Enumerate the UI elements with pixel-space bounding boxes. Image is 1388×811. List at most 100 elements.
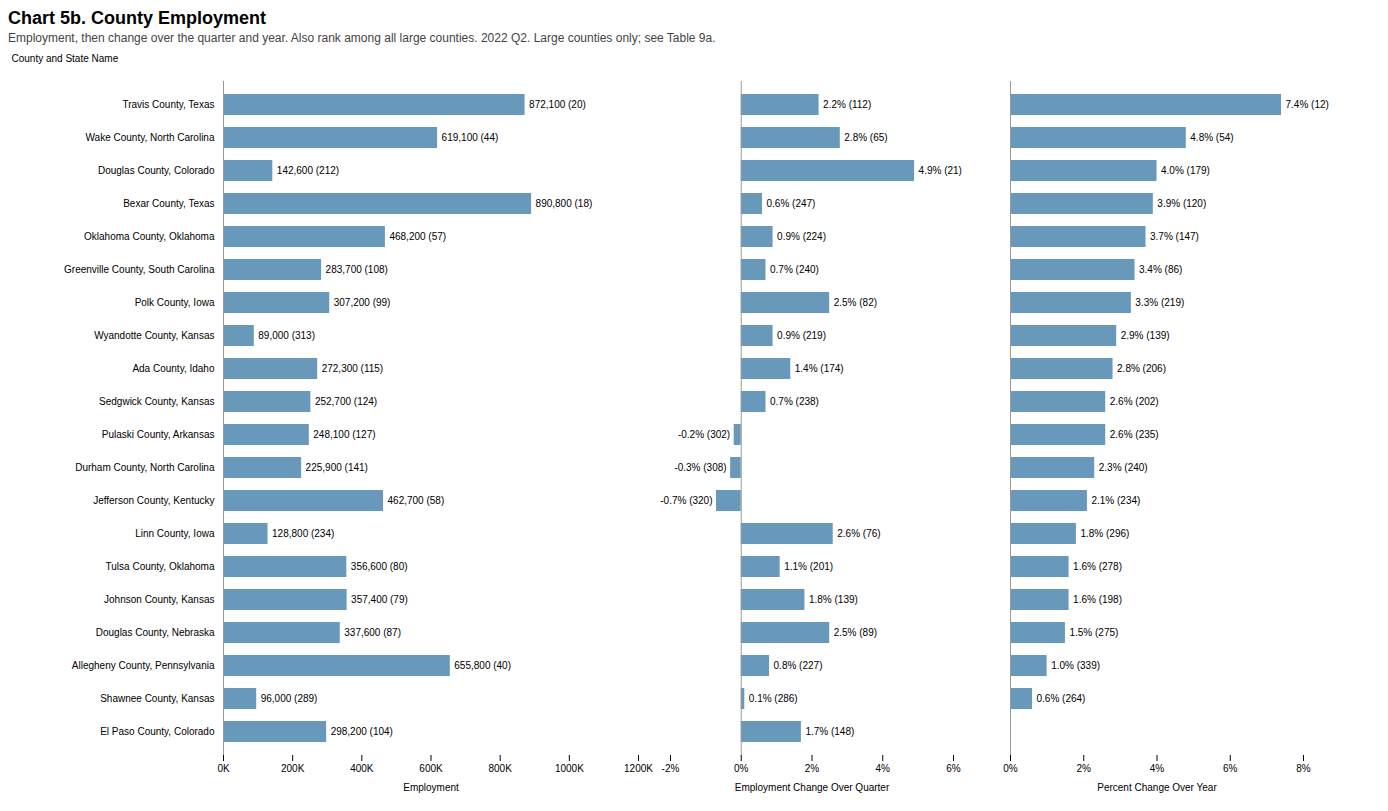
svg-text:Johnson County, Kansas: Johnson County, Kansas — [104, 594, 214, 605]
svg-text:800K: 800K — [488, 763, 512, 774]
svg-text:Employment: Employment — [403, 782, 459, 793]
svg-text:Sedgwick County, Kansas: Sedgwick County, Kansas — [99, 396, 214, 407]
svg-text:2%: 2% — [805, 763, 820, 774]
svg-text:283,700 (108): 283,700 (108) — [326, 264, 388, 275]
svg-text:0.6% (247): 0.6% (247) — [766, 198, 815, 209]
svg-text:1.7% (148): 1.7% (148) — [805, 726, 854, 737]
svg-text:1.6% (278): 1.6% (278) — [1073, 561, 1122, 572]
svg-text:357,400 (79): 357,400 (79) — [351, 594, 408, 605]
svg-text:3.3% (219): 3.3% (219) — [1135, 297, 1184, 308]
svg-text:Jefferson County, Kentucky: Jefferson County, Kentucky — [93, 495, 214, 506]
svg-text:0.8% (227): 0.8% (227) — [774, 660, 823, 671]
svg-text:600K: 600K — [419, 763, 443, 774]
svg-text:4.0% (179): 4.0% (179) — [1161, 165, 1210, 176]
svg-text:Durham County, North Carolina: Durham County, North Carolina — [75, 462, 215, 473]
svg-text:248,100 (127): 248,100 (127) — [313, 429, 375, 440]
svg-text:1.4% (174): 1.4% (174) — [795, 363, 844, 374]
svg-text:2.5% (89): 2.5% (89) — [834, 627, 877, 638]
svg-text:1.5% (275): 1.5% (275) — [1069, 627, 1118, 638]
svg-text:Ada County, Idaho: Ada County, Idaho — [132, 363, 215, 374]
svg-text:4%: 4% — [876, 763, 891, 774]
svg-text:2.8% (65): 2.8% (65) — [844, 132, 887, 143]
svg-text:3.4% (86): 3.4% (86) — [1139, 264, 1182, 275]
svg-text:2.6% (76): 2.6% (76) — [837, 528, 880, 539]
svg-text:2.2% (112): 2.2% (112) — [823, 99, 871, 110]
svg-text:4.8% (54): 4.8% (54) — [1190, 132, 1233, 143]
svg-text:1.8% (296): 1.8% (296) — [1080, 528, 1129, 539]
svg-text:298,200 (104): 298,200 (104) — [331, 726, 393, 737]
svg-text:2.6% (235): 2.6% (235) — [1110, 429, 1159, 440]
svg-text:0.1% (286): 0.1% (286) — [749, 693, 798, 704]
svg-text:356,600 (80): 356,600 (80) — [351, 561, 408, 572]
svg-text:462,700 (58): 462,700 (58) — [388, 495, 445, 506]
svg-text:0K: 0K — [217, 763, 230, 774]
svg-text:Linn County, Iowa: Linn County, Iowa — [135, 528, 215, 539]
svg-text:2.5% (82): 2.5% (82) — [834, 297, 877, 308]
svg-text:1200K: 1200K — [624, 763, 653, 774]
svg-text:272,300 (115): 272,300 (115) — [322, 363, 384, 374]
svg-text:200K: 200K — [281, 763, 305, 774]
svg-text:3.7% (147): 3.7% (147) — [1150, 231, 1199, 242]
svg-text:-0.3% (308): -0.3% (308) — [674, 462, 726, 473]
svg-text:2.3% (240): 2.3% (240) — [1099, 462, 1148, 473]
svg-text:0.7% (240): 0.7% (240) — [770, 264, 819, 275]
svg-text:Tulsa County, Oklahoma: Tulsa County, Oklahoma — [106, 561, 215, 572]
svg-text:0.7% (238): 0.7% (238) — [770, 396, 819, 407]
svg-text:El Paso County, Colorado: El Paso County, Colorado — [100, 726, 215, 737]
svg-text:6%: 6% — [946, 763, 961, 774]
svg-text:Travis County, Texas: Travis County, Texas — [122, 99, 214, 110]
svg-text:400K: 400K — [350, 763, 374, 774]
svg-text:-2%: -2% — [662, 763, 680, 774]
svg-text:128,800 (234): 128,800 (234) — [272, 528, 334, 539]
svg-text:225,900 (141): 225,900 (141) — [306, 462, 368, 473]
svg-text:2%: 2% — [1077, 763, 1092, 774]
svg-text:890,800 (18): 890,800 (18) — [536, 198, 593, 209]
svg-text:Pulaski County, Arkansas: Pulaski County, Arkansas — [102, 429, 215, 440]
svg-text:0.9% (224): 0.9% (224) — [777, 231, 826, 242]
svg-text:1000K: 1000K — [555, 763, 584, 774]
svg-text:2.1% (234): 2.1% (234) — [1091, 495, 1140, 506]
svg-text:4.9% (21): 4.9% (21) — [919, 165, 962, 176]
svg-text:7.4% (12): 7.4% (12) — [1286, 99, 1329, 110]
svg-text:Douglas County, Nebraska: Douglas County, Nebraska — [96, 627, 215, 638]
svg-text:142,600 (212): 142,600 (212) — [277, 165, 339, 176]
svg-text:-0.7% (320): -0.7% (320) — [660, 495, 712, 506]
svg-text:307,200 (99): 307,200 (99) — [334, 297, 391, 308]
svg-text:252,700 (124): 252,700 (124) — [315, 396, 377, 407]
svg-text:Wake County, North Carolina: Wake County, North Carolina — [86, 132, 215, 143]
svg-text:2.8% (206): 2.8% (206) — [1117, 363, 1166, 374]
svg-text:0%: 0% — [1003, 763, 1018, 774]
svg-text:3.9% (120): 3.9% (120) — [1157, 198, 1206, 209]
svg-text:872,100 (20): 872,100 (20) — [529, 99, 586, 110]
svg-text:1.1% (201): 1.1% (201) — [784, 561, 833, 572]
svg-text:County and State Name: County and State Name — [12, 53, 119, 64]
svg-text:96,000 (289): 96,000 (289) — [261, 693, 318, 704]
svg-text:337,600 (87): 337,600 (87) — [344, 627, 401, 638]
svg-text:Shawnee County, Kansas: Shawnee County, Kansas — [100, 693, 214, 704]
svg-text:619,100 (44): 619,100 (44) — [442, 132, 499, 143]
svg-text:6%: 6% — [1223, 763, 1238, 774]
svg-text:655,800 (40): 655,800 (40) — [454, 660, 511, 671]
svg-text:0.6% (264): 0.6% (264) — [1036, 693, 1085, 704]
svg-text:Bexar County, Texas: Bexar County, Texas — [123, 198, 214, 209]
svg-text:Douglas County, Colorado: Douglas County, Colorado — [98, 165, 215, 176]
svg-text:8%: 8% — [1296, 763, 1311, 774]
svg-text:468,200 (57): 468,200 (57) — [389, 231, 446, 242]
svg-text:Wyandotte County, Kansas: Wyandotte County, Kansas — [94, 330, 214, 341]
svg-text:Greenville County, South Carol: Greenville County, South Carolina — [64, 264, 215, 275]
svg-text:2.9% (139): 2.9% (139) — [1121, 330, 1170, 341]
svg-text:1.6% (198): 1.6% (198) — [1073, 594, 1122, 605]
svg-text:1.0% (339): 1.0% (339) — [1051, 660, 1100, 671]
svg-text:0%: 0% — [734, 763, 749, 774]
svg-text:-0.2% (302): -0.2% (302) — [678, 429, 730, 440]
svg-text:Employment Change Over Quarter: Employment Change Over Quarter — [735, 782, 890, 793]
svg-text:Allegheny County, Pennsylvania: Allegheny County, Pennsylvania — [72, 660, 215, 671]
svg-text:1.8% (139): 1.8% (139) — [809, 594, 858, 605]
svg-text:2.6% (202): 2.6% (202) — [1110, 396, 1159, 407]
svg-text:Percent Change Over Year: Percent Change Over Year — [1097, 782, 1217, 793]
svg-text:89,000 (313): 89,000 (313) — [258, 330, 315, 341]
svg-text:4%: 4% — [1150, 763, 1165, 774]
svg-text:Oklahoma County, Oklahoma: Oklahoma County, Oklahoma — [84, 231, 215, 242]
svg-text:Polk County, Iowa: Polk County, Iowa — [135, 297, 215, 308]
svg-text:0.9% (219): 0.9% (219) — [777, 330, 826, 341]
